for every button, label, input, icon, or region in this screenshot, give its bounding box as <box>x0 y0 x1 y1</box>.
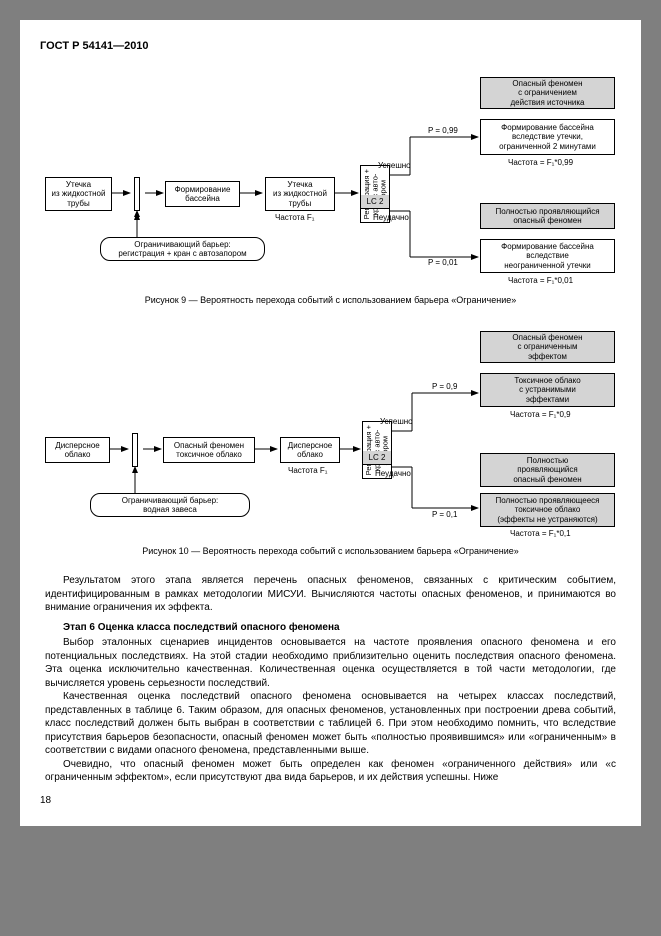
d9-box-pool: Формирование бассейна <box>165 181 240 207</box>
page-number: 18 <box>40 795 621 806</box>
d9-bot-white: Формирование бассейна вследствие неогран… <box>480 239 615 273</box>
d9-barrier-label-text: Ограничивающий барьер: регистрация + кра… <box>118 240 246 258</box>
d9-top-freq: Частота = F₁*0,99 <box>508 159 573 168</box>
d10-top-white-text: Токсичное облако с устранимыми эффектами <box>514 376 580 404</box>
d10-top-white: Токсичное облако с устранимыми эффектами <box>480 373 615 407</box>
d10-bot-freq: Частота = F₁*0,1 <box>510 530 571 539</box>
d10-fail-label: Неудачно <box>375 470 411 479</box>
d9-top-white-text: Формирование бассейна вследствие утечки,… <box>499 123 596 151</box>
d10-top-freq: Частота = F₁*0,9 <box>510 411 571 420</box>
figure-10-caption: Рисунок 10 — Вероятность перехода событи… <box>40 546 621 556</box>
d10-p-fail: P = 0,1 <box>432 511 457 520</box>
figure-9: Утечка из жидкостной трубы Формирование … <box>40 67 621 287</box>
d9-leak-pipe-text: Утечка из жидкостной трубы <box>52 180 106 208</box>
page: ГОСТ Р 54141—2010 <box>20 20 641 826</box>
d9-bot-gray: Полностью проявляющийся опасный феномен <box>480 203 615 229</box>
d9-fail-label: Неудачно <box>373 214 409 223</box>
paragraph-1: Результатом этого этапа является перечен… <box>45 574 616 615</box>
d10-success-label: Успешно <box>380 418 413 427</box>
d9-leak-pipe-2-text: Утечка из жидкостной трубы <box>273 180 327 208</box>
paragraph-3: Качественная оценка последствий опасного… <box>45 690 616 758</box>
d9-top-gray: Опасный феномен с ограничением действия … <box>480 77 615 109</box>
section-title-stage6: Этап 6 Оценка класса последствий опасног… <box>45 621 616 635</box>
d10-cloud-text: Дисперсное облако <box>55 441 99 459</box>
d10-top-gray: Опасный феномен с ограниченным эффектом <box>480 331 615 363</box>
paragraph-4: Очевидно, что опасный феномен может быть… <box>45 758 616 785</box>
d9-lc2: LC 2 <box>360 195 390 209</box>
d10-lc2-text: LC 2 <box>369 453 386 462</box>
d9-p-success: P = 0,99 <box>428 127 458 136</box>
d9-bot-freq: Частота = F₁*0,01 <box>508 277 573 286</box>
d10-bot-white-text: Полностью проявляющееся токсичное облако… <box>496 496 600 524</box>
d9-pool-text: Формирование бассейна <box>175 185 231 203</box>
paragraph-2: Выбор эталонных сценариев инцидентов осн… <box>45 636 616 690</box>
d10-bot-white: Полностью проявляющееся токсичное облако… <box>480 493 615 527</box>
d10-box-toxic: Опасный феномен токсичное облако <box>163 437 255 463</box>
d10-vbar-text: Регистрация + кран с авто- запором <box>365 425 390 475</box>
figure-10: Дисперсное облако Опасный феномен токсич… <box>40 323 621 538</box>
d10-cloud-2-text: Дисперсное облако <box>288 441 332 459</box>
d10-bot-gray: Полностью проявляющийся опасный феномен <box>480 453 615 487</box>
d10-tick-1 <box>132 433 138 467</box>
d9-top-gray-text: Опасный феномен с ограничением действия … <box>510 79 584 107</box>
d10-barrier-label-text: Ограничивающий барьер: водная завеса <box>122 496 219 514</box>
d10-barrier-label: Ограничивающий барьер: водная завеса <box>90 493 250 517</box>
d9-barrier-label: Ограничивающий барьер: регистрация + кра… <box>100 237 265 261</box>
d10-box-cloud: Дисперсное облако <box>45 437 110 463</box>
document-header: ГОСТ Р 54141—2010 <box>40 40 621 52</box>
d10-lc2: LC 2 <box>362 451 392 465</box>
d10-p-success: P = 0,9 <box>432 383 457 392</box>
d10-freq-label: Частота F₁ <box>288 467 327 476</box>
d9-tick-1 <box>134 177 140 211</box>
d9-box-leak-pipe-2: Утечка из жидкостной трубы <box>265 177 335 211</box>
d9-bot-white-text: Формирование бассейна вследствие неогран… <box>501 242 594 270</box>
d10-toxic-text: Опасный феномен токсичное облако <box>174 441 244 459</box>
d9-lc2-text: LC 2 <box>367 197 384 206</box>
body-text: Результатом этого этапа является перечен… <box>45 574 616 785</box>
d9-vbar-text: Регистрация + кран с авто- запором <box>363 169 388 219</box>
d9-freq-label: Частота F₁ <box>275 214 314 223</box>
d9-p-fail: P = 0,01 <box>428 259 458 268</box>
d10-top-gray-text: Опасный феномен с ограниченным эффектом <box>512 333 582 361</box>
d9-top-white: Формирование бассейна вследствие утечки,… <box>480 119 615 155</box>
figure-9-caption: Рисунок 9 — Вероятность перехода событий… <box>40 295 621 305</box>
d9-box-leak-pipe: Утечка из жидкостной трубы <box>45 177 112 211</box>
d9-success-label: Успешно <box>378 162 411 171</box>
d10-bot-gray-text: Полностью проявляющийся опасный феномен <box>513 456 581 484</box>
d9-bot-gray-text: Полностью проявляющийся опасный феномен <box>495 207 599 225</box>
d10-box-cloud-2: Дисперсное облако <box>280 437 340 463</box>
